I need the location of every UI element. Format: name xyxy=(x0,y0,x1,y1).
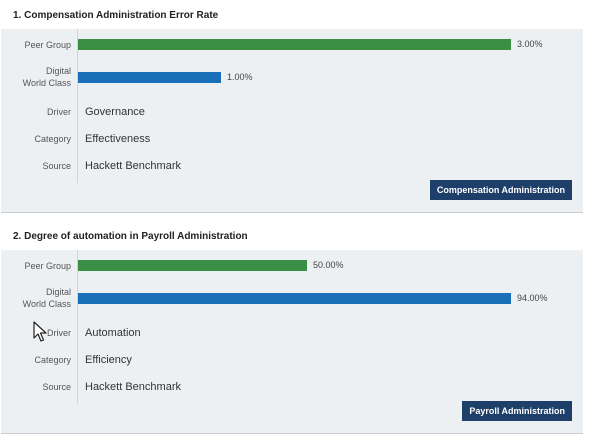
digital-world-class-value: 94.00% xyxy=(517,293,548,303)
peer-group-bar xyxy=(78,39,511,50)
peer-group-label: Peer Group xyxy=(24,261,71,271)
source-value: Hackett Benchmark xyxy=(85,381,181,393)
driver-value: Automation xyxy=(85,327,141,339)
category-label: Category xyxy=(34,355,71,365)
driver-value: Governance xyxy=(85,106,145,118)
metric-panel: Peer Group 50.00% Digital World Class 94… xyxy=(1,250,583,434)
metric-title: 2. Degree of automation in Payroll Admin… xyxy=(13,231,248,242)
digital-world-class-bar xyxy=(78,72,221,83)
peer-group-value: 3.00% xyxy=(517,39,543,49)
divider xyxy=(77,250,78,404)
dwc-label-line1: Digital xyxy=(45,287,71,297)
category-label: Category xyxy=(34,134,71,144)
source-label: Source xyxy=(42,382,71,392)
driver-label: Driver xyxy=(47,328,71,338)
category-value: Efficiency xyxy=(85,354,132,366)
digital-world-class-label: Digital World Class xyxy=(23,65,71,89)
digital-world-class-label: Digital World Class xyxy=(23,286,71,310)
payroll-administration-button[interactable]: Payroll Administration xyxy=(462,401,572,421)
metric-title: 1. Compensation Administration Error Rat… xyxy=(13,10,219,21)
digital-world-class-value: 1.00% xyxy=(227,72,253,82)
dwc-label-line2: World Class xyxy=(22,78,71,88)
category-value: Effectiveness xyxy=(85,133,151,145)
driver-label: Driver xyxy=(47,107,71,117)
dwc-label-line2: World Class xyxy=(22,299,71,309)
peer-group-label: Peer Group xyxy=(24,40,71,50)
source-value: Hackett Benchmark xyxy=(85,160,181,172)
compensation-administration-button[interactable]: Compensation Administration xyxy=(429,180,572,200)
divider xyxy=(77,29,78,183)
peer-group-bar xyxy=(78,260,307,271)
peer-group-value: 50.00% xyxy=(313,260,344,270)
mouse-cursor-icon xyxy=(33,321,47,342)
dwc-label-line1: Digital xyxy=(45,66,71,76)
source-label: Source xyxy=(42,161,71,171)
digital-world-class-bar xyxy=(78,293,511,304)
metric-panel: Peer Group 3.00% Digital World Class 1.0… xyxy=(1,29,583,213)
